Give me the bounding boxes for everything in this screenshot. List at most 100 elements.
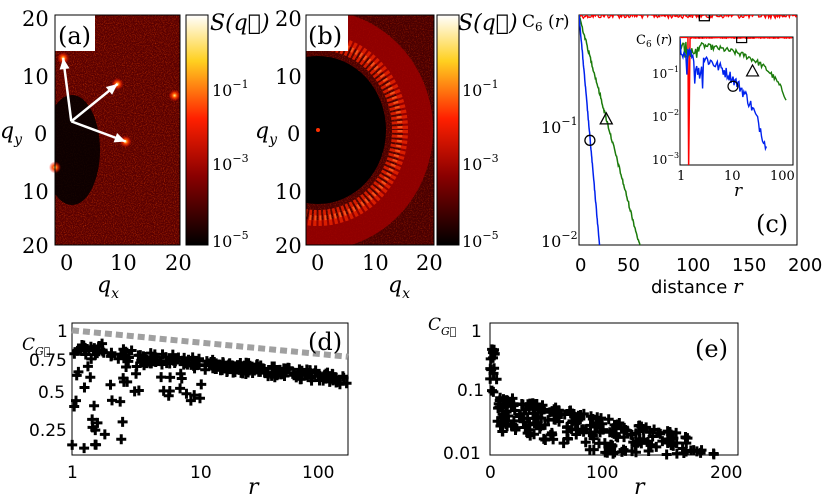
a-xtick-0: 0 xyxy=(60,251,73,275)
c-inset-ylabel: C6 (r) xyxy=(636,33,672,50)
e-point-198 xyxy=(505,396,516,407)
c-series-group xyxy=(579,15,797,245)
d-point-181 xyxy=(246,362,257,373)
e-point-158 xyxy=(671,448,682,459)
c-inset-series-group xyxy=(680,37,793,165)
d-ytick-0: 1 xyxy=(57,322,68,342)
e-point-229 xyxy=(597,418,608,429)
d-point-58 xyxy=(79,382,90,393)
d-point-223 xyxy=(167,349,178,360)
d-point-72 xyxy=(196,379,207,390)
e-point-72 xyxy=(491,374,502,385)
e-point-232 xyxy=(612,432,623,443)
d-point-221 xyxy=(185,395,196,406)
d-point-189 xyxy=(173,352,184,363)
e-ytick-0: 1 xyxy=(471,322,482,342)
d-point-118 xyxy=(80,349,91,360)
e-point-177 xyxy=(691,446,702,457)
d-point-232 xyxy=(71,370,82,381)
d-xtick-1: 10 xyxy=(190,463,212,483)
e-point-207 xyxy=(510,424,521,435)
d-point-136 xyxy=(165,372,176,383)
e-xtick-2: 200 xyxy=(710,463,742,483)
e-point-156 xyxy=(661,449,672,460)
d-point-162 xyxy=(327,369,338,380)
e-point-76 xyxy=(643,446,654,457)
d-point-37 xyxy=(117,416,128,427)
d-point-205 xyxy=(99,429,110,440)
b-ytick-4: 20 xyxy=(275,234,302,258)
d-point-245 xyxy=(165,355,176,366)
a-xtick-2: 20 xyxy=(165,251,192,275)
e-point-231 xyxy=(590,421,601,432)
panel-d: CG⃗ 1 0.75 0.5 0.25 1 10 100 r (d) xyxy=(22,322,352,498)
ring-interior xyxy=(306,56,386,204)
c-xtick-0: 0 xyxy=(575,255,586,276)
colorbar-b-label: S(q⃗) xyxy=(458,11,518,36)
d-point-200 xyxy=(338,372,349,383)
origin-spot xyxy=(316,128,320,132)
d-point-173 xyxy=(79,443,90,454)
a-ytick-1: 10 xyxy=(22,65,49,89)
c-series-triangle-line xyxy=(579,15,641,245)
e-point-59 xyxy=(677,443,688,454)
d-point-197 xyxy=(186,358,197,369)
panel-a: (a) 20 10 0 10 20 qy 0 10 20 qx S(q⃗) 10… xyxy=(0,7,270,302)
c-ytick-1: 10−2 xyxy=(541,229,578,251)
c-xlabel: distance r xyxy=(651,274,744,298)
c-ytick-0: 10−1 xyxy=(541,115,578,137)
e-point-191 xyxy=(638,434,649,445)
d-point-187 xyxy=(70,395,81,406)
e-point-214 xyxy=(525,430,536,441)
d-point-21 xyxy=(121,362,132,373)
d-point-244 xyxy=(148,356,159,367)
a-xtick-1: 10 xyxy=(110,251,137,275)
c-xtick-3: 150 xyxy=(732,255,766,276)
c-marker-circle xyxy=(584,134,596,146)
e-point-163 xyxy=(657,436,668,447)
e-point-252 xyxy=(554,416,565,427)
e-point-251 xyxy=(488,352,499,363)
d-point-139 xyxy=(91,439,102,450)
a-xlabel: qx xyxy=(97,273,119,302)
d-point-248 xyxy=(137,355,148,366)
d-point-153 xyxy=(106,350,117,361)
c-inset-triangle-line xyxy=(680,38,787,101)
c-inset-xtick-0: 1 xyxy=(677,169,685,184)
d-point-243 xyxy=(305,365,316,376)
e-point-246 xyxy=(580,437,591,448)
e-point-184 xyxy=(533,412,544,423)
label-d: (d) xyxy=(308,328,342,356)
c-xtick-1: 50 xyxy=(617,255,640,276)
e-point-193 xyxy=(578,426,589,437)
panel-c: C6 (r) 10−1 10−2 0 50 100 150 200 distan… xyxy=(522,12,822,298)
d-ytick-3: 0.25 xyxy=(29,421,67,441)
b-xtick-2: 20 xyxy=(416,251,443,275)
e-ytick-2: 0.01 xyxy=(443,444,481,464)
c-ylabel: C6 (r) xyxy=(522,12,569,34)
d-point-258 xyxy=(222,360,233,371)
label-b: (b) xyxy=(308,22,342,50)
d-point-120 xyxy=(90,425,101,436)
d-point-216 xyxy=(89,343,100,354)
e-point-212 xyxy=(671,427,682,438)
label-e: (e) xyxy=(695,335,728,363)
colorbar-a-tick-0: 10−1 xyxy=(212,78,249,100)
heatmap-a-frame xyxy=(54,14,181,246)
e-point-226 xyxy=(625,429,636,440)
e-ylabel: CG⃗ xyxy=(428,315,456,338)
d-point-240 xyxy=(133,385,144,396)
c-xtick-2: 100 xyxy=(676,255,710,276)
d-point-191 xyxy=(105,379,116,390)
c-inset-marker-triangle xyxy=(745,63,760,77)
d-point-247 xyxy=(92,417,103,428)
d-point-251 xyxy=(157,349,168,360)
e-point-202 xyxy=(531,419,542,430)
d-point-198 xyxy=(324,376,335,387)
label-b-box xyxy=(306,15,348,51)
arrow-head-2 xyxy=(59,58,70,70)
c-inset-xtick-2: 100 xyxy=(770,169,795,184)
e-xlabel: r xyxy=(634,475,646,498)
d-point-98 xyxy=(133,350,144,361)
